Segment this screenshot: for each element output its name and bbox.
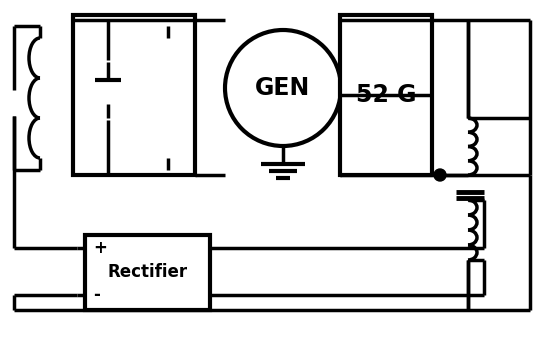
Bar xyxy=(73,15,195,175)
Bar xyxy=(340,15,432,175)
Bar xyxy=(85,235,210,310)
Text: -: - xyxy=(93,286,100,304)
Text: GEN: GEN xyxy=(256,76,311,100)
Text: 52 G: 52 G xyxy=(355,83,416,107)
Text: +: + xyxy=(93,239,107,257)
Circle shape xyxy=(434,169,446,181)
Text: Rectifier: Rectifier xyxy=(108,263,188,281)
Polygon shape xyxy=(95,80,121,104)
